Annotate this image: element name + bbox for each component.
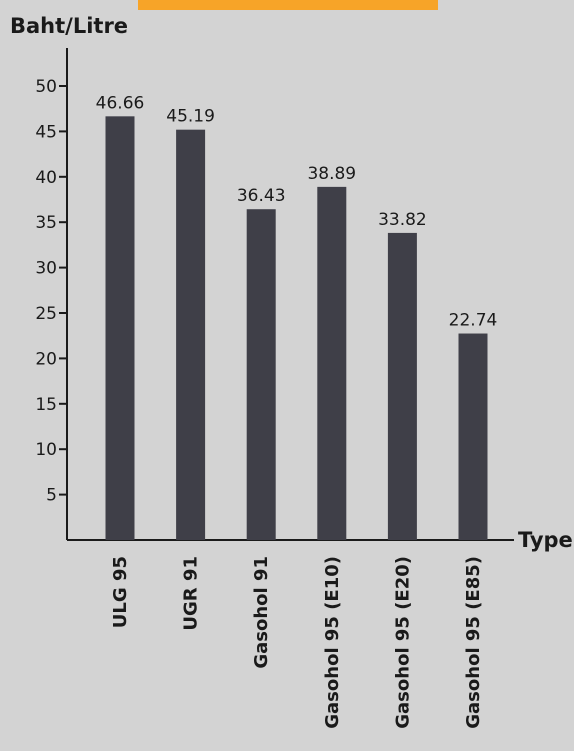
category-label: UGR 91 <box>181 556 202 631</box>
bar <box>246 209 276 540</box>
data-label: 33.82 <box>378 210 427 230</box>
accent-band <box>138 0 438 10</box>
bar <box>458 333 488 540</box>
data-label: 22.74 <box>449 311 498 331</box>
x-axis-label: Type <box>518 528 573 552</box>
y-ticks: 5 10 15 20 25 30 35 40 45 50 <box>35 77 67 506</box>
bar <box>105 116 135 540</box>
category-label: Gasohol 95 (E20) <box>392 556 413 729</box>
category-label: Gasohol 95 (E10) <box>322 556 343 729</box>
category-label: Gasohol 91 <box>251 556 272 669</box>
y-tick-label: 50 <box>35 77 57 97</box>
category-label: Gasohol 95 (E85) <box>463 556 484 729</box>
y-tick-label: 15 <box>35 395 57 415</box>
bar <box>176 129 206 540</box>
data-labels: 46.66 45.19 36.43 38.89 33.82 22.74 <box>96 93 498 330</box>
category-labels: ULG 95 UGR 91 Gasohol 91 Gasohol 95 (E10) Ga… <box>110 556 484 729</box>
y-tick-label: 45 <box>35 122 57 142</box>
y-axis-label: Baht/Litre <box>10 14 128 38</box>
data-label: 46.66 <box>96 93 145 113</box>
bar <box>317 186 347 541</box>
y-tick-label: 5 <box>46 486 57 506</box>
y-tick-label: 25 <box>35 304 57 324</box>
y-tick-label: 30 <box>35 259 57 279</box>
bar <box>387 232 417 540</box>
data-label: 38.89 <box>307 164 356 184</box>
category-label: ULG 95 <box>110 556 131 628</box>
bars <box>105 116 488 541</box>
y-tick-label: 40 <box>35 168 57 188</box>
data-label: 36.43 <box>237 186 286 206</box>
y-tick-label: 10 <box>35 440 57 460</box>
y-tick-label: 20 <box>35 349 57 369</box>
y-tick-label: 35 <box>35 213 57 233</box>
data-label: 45.19 <box>166 107 215 127</box>
